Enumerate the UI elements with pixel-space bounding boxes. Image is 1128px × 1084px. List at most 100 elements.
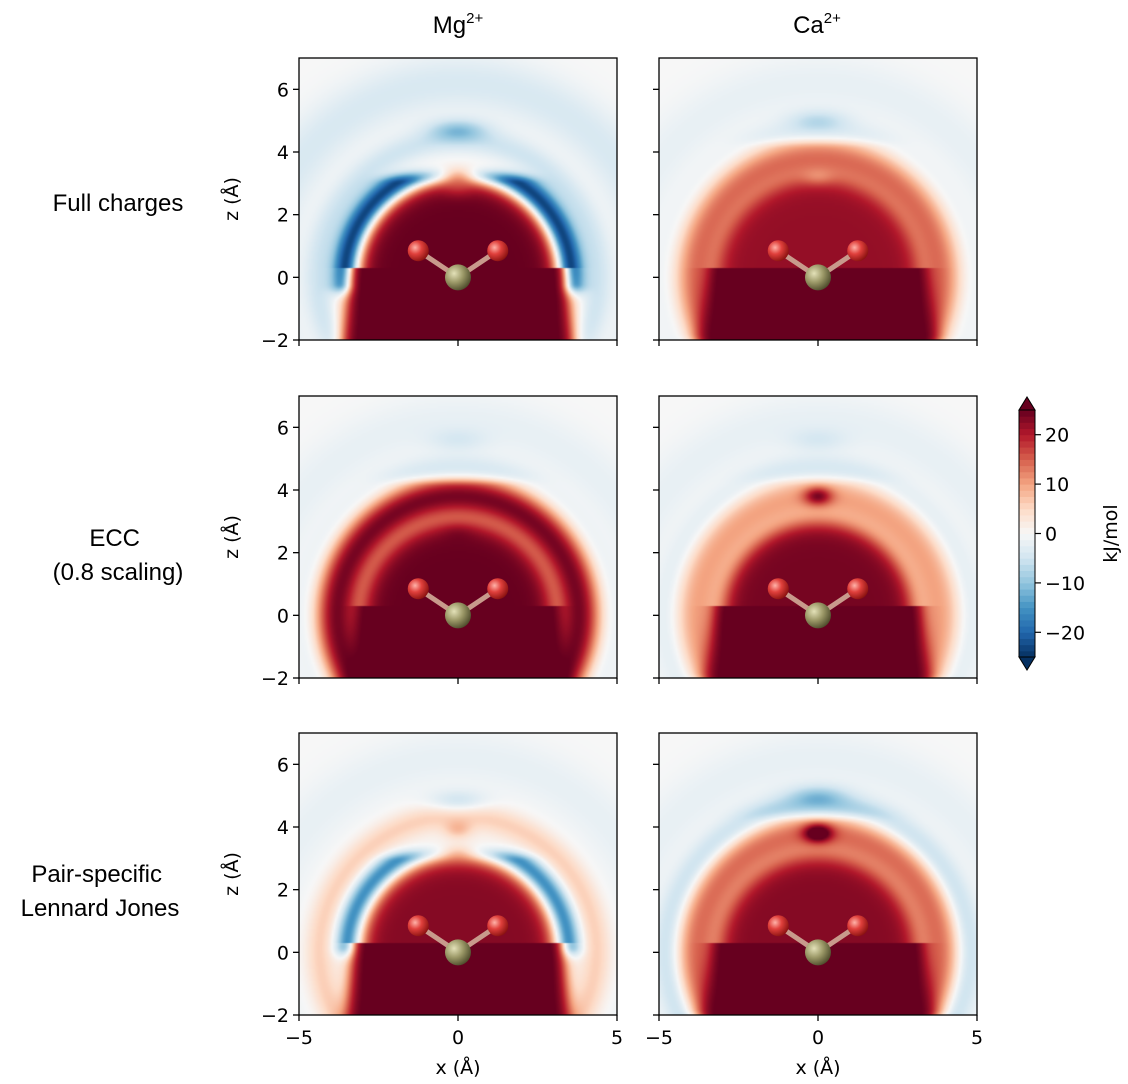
colorbar-band-25 (1019, 495, 1035, 504)
oxygen-atom-2-pair-specific-mg (487, 915, 509, 937)
oxygen-atom-2-pair-specific-ca (847, 915, 869, 937)
colorbar: −20 −10 0 10 20 kJ/mol (1018, 396, 1122, 671)
oxygen-atom-2-ecc-ca (847, 578, 869, 600)
colorbar-band-19 (1019, 533, 1035, 541)
colorbar-band-18 (1019, 539, 1035, 547)
colorbar-band-39 (1019, 409, 1035, 417)
colorbar-band-9 (1019, 594, 1035, 602)
colorbar-band-29 (1019, 471, 1035, 479)
colorbar-band-23 (1019, 508, 1035, 516)
xtick-label-pair-specific-ca-2: 5 (971, 1027, 983, 1049)
colorbar-band-38 (1019, 415, 1035, 423)
central-atom-ecc-mg (445, 602, 471, 629)
central-atom-pair-specific-ca (805, 939, 831, 966)
colorbar-tick-label-1: −10 (1045, 573, 1085, 595)
row-title-pair-specific-line-1: Pair-specific (31, 861, 162, 888)
colorbar-band-14 (1019, 563, 1035, 572)
colorbar-band-28 (1019, 477, 1035, 485)
xtick-label-pair-specific-mg-2: 5 (611, 1027, 623, 1049)
ytick-label-pair-specific-mg-1: 0 (277, 942, 289, 964)
colorbar-band-11 (1019, 582, 1035, 590)
colorbar-tick-label-0: −20 (1045, 622, 1085, 644)
oxygen-atom-1-ecc-mg (407, 578, 429, 600)
panel-ecc-mg: −2 0 2 4 6 z (Å) (220, 395, 618, 690)
heatmap-pair-specific-mg (299, 733, 617, 1015)
colorbar-band-22 (1019, 514, 1035, 522)
row-title-ecc: ECC (0.8 scaling) (53, 525, 184, 586)
central-atom-pair-specific-mg (445, 939, 471, 966)
colorbar-tick-label-4: 20 (1045, 425, 1069, 447)
xtick-label-pair-specific-ca-0: −5 (645, 1027, 673, 1049)
colorbar-band-15 (1019, 557, 1035, 565)
colorbar-band-21 (1019, 520, 1035, 528)
column-title-mg: Mg2+ (433, 10, 484, 39)
ytick-label-pair-specific-mg-3: 4 (277, 817, 289, 839)
oxygen-atom-2-full-charges-mg (487, 240, 509, 262)
column-ion-mg: Mg (433, 12, 466, 39)
colorbar-band-16 (1019, 551, 1035, 559)
oxygen-atom-1-full-charges-mg (407, 240, 429, 262)
colorbar-band-6 (1019, 613, 1035, 621)
row-title-full-charges-line-1: Full charges (53, 190, 184, 217)
colorbar-band-2 (1019, 637, 1035, 646)
ytick-label-full-charges-mg-2: 2 (277, 205, 289, 227)
oxygen-atom-1-full-charges-ca (767, 240, 789, 262)
colorbar-band-36 (1019, 428, 1035, 436)
heatmap-ecc-ca (659, 396, 977, 678)
oxygen-atom-1-pair-specific-ca (767, 915, 789, 937)
colorbar-band-3 (1019, 631, 1035, 639)
ylabel-ecc-mg: z (Å) (220, 515, 243, 559)
panel-pair-specific-mg: −2 0 2 4 6 −5 0 5 z (Å) x (Å) (220, 732, 623, 1079)
oxygen-atom-2-full-charges-ca (847, 240, 869, 262)
ylabel-full-charges-mg: z (Å) (220, 177, 243, 221)
colorbar-band-0 (1019, 650, 1035, 658)
colorbar-tick-label-2: 0 (1045, 524, 1057, 546)
colorbar-band-32 (1019, 452, 1035, 460)
heatmap-ecc-mg (299, 396, 617, 678)
ytick-label-ecc-mg-1: 0 (277, 605, 289, 627)
row-title-full-charges: Full charges (53, 190, 184, 217)
row-title-ecc-line-1: ECC (89, 525, 140, 552)
column-title-ca: Ca2+ (793, 10, 841, 39)
oxygen-atom-1-ecc-ca (767, 578, 789, 600)
xlabel-pair-specific-mg: x (Å) (435, 1056, 480, 1079)
xlabel-pair-specific-ca: x (Å) (795, 1056, 840, 1079)
colorbar-band-26 (1019, 489, 1035, 497)
ylabel-pair-specific-mg: z (Å) (220, 852, 243, 896)
central-atom-full-charges-mg (445, 264, 471, 291)
ytick-label-ecc-mg-0: −2 (261, 668, 289, 690)
colorbar-tick-label-3: 10 (1045, 474, 1069, 496)
row-title-ecc-line-2: (0.8 scaling) (53, 559, 184, 586)
colorbar-extend-min (1018, 656, 1036, 671)
panel-pair-specific-ca: −5 0 5 x (Å) (645, 732, 983, 1079)
ytick-label-full-charges-mg-4: 6 (277, 79, 289, 101)
colorbar-band-8 (1019, 600, 1035, 609)
colorbar-band-24 (1019, 502, 1035, 510)
panel-ecc-ca (653, 395, 978, 684)
row-title-pair-specific-line-2: Lennard Jones (21, 895, 180, 922)
xtick-label-pair-specific-mg-1: 0 (452, 1027, 464, 1049)
panel-full-charges-mg: −2 0 2 4 6 z (Å) (220, 57, 618, 352)
xtick-label-pair-specific-ca-1: 0 (812, 1027, 824, 1049)
colorbar-band-20 (1019, 526, 1035, 534)
colorbar-band-34 (1019, 440, 1035, 448)
oxygen-atom-2-ecc-mg (487, 578, 509, 600)
colorbar-band-37 (1019, 421, 1035, 430)
colorbar-band-12 (1019, 576, 1035, 584)
ytick-label-full-charges-mg-1: 0 (277, 267, 289, 289)
xtick-label-pair-specific-mg-0: −5 (285, 1027, 313, 1049)
central-atom-full-charges-ca (805, 264, 831, 291)
panel-full-charges-ca (653, 57, 978, 346)
ytick-label-ecc-mg-4: 6 (277, 417, 289, 439)
colorbar-band-5 (1019, 619, 1035, 627)
column-ion-ca: Ca (793, 12, 824, 39)
colorbar-band-30 (1019, 465, 1035, 473)
central-atom-ecc-ca (805, 602, 831, 629)
colorbar-label: kJ/mol (1100, 504, 1122, 562)
column-charge-ca: 2+ (824, 10, 841, 27)
ytick-label-ecc-mg-2: 2 (277, 543, 289, 565)
oxygen-atom-1-pair-specific-mg (407, 915, 429, 937)
heatmap-full-charges-mg (299, 58, 617, 340)
ytick-label-pair-specific-mg-2: 2 (277, 880, 289, 902)
colorbar-extend-max (1018, 396, 1036, 411)
